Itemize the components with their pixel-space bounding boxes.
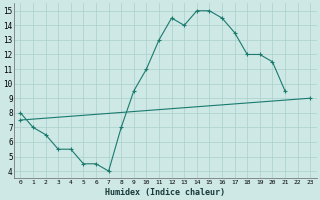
X-axis label: Humidex (Indice chaleur): Humidex (Indice chaleur) [105,188,225,197]
